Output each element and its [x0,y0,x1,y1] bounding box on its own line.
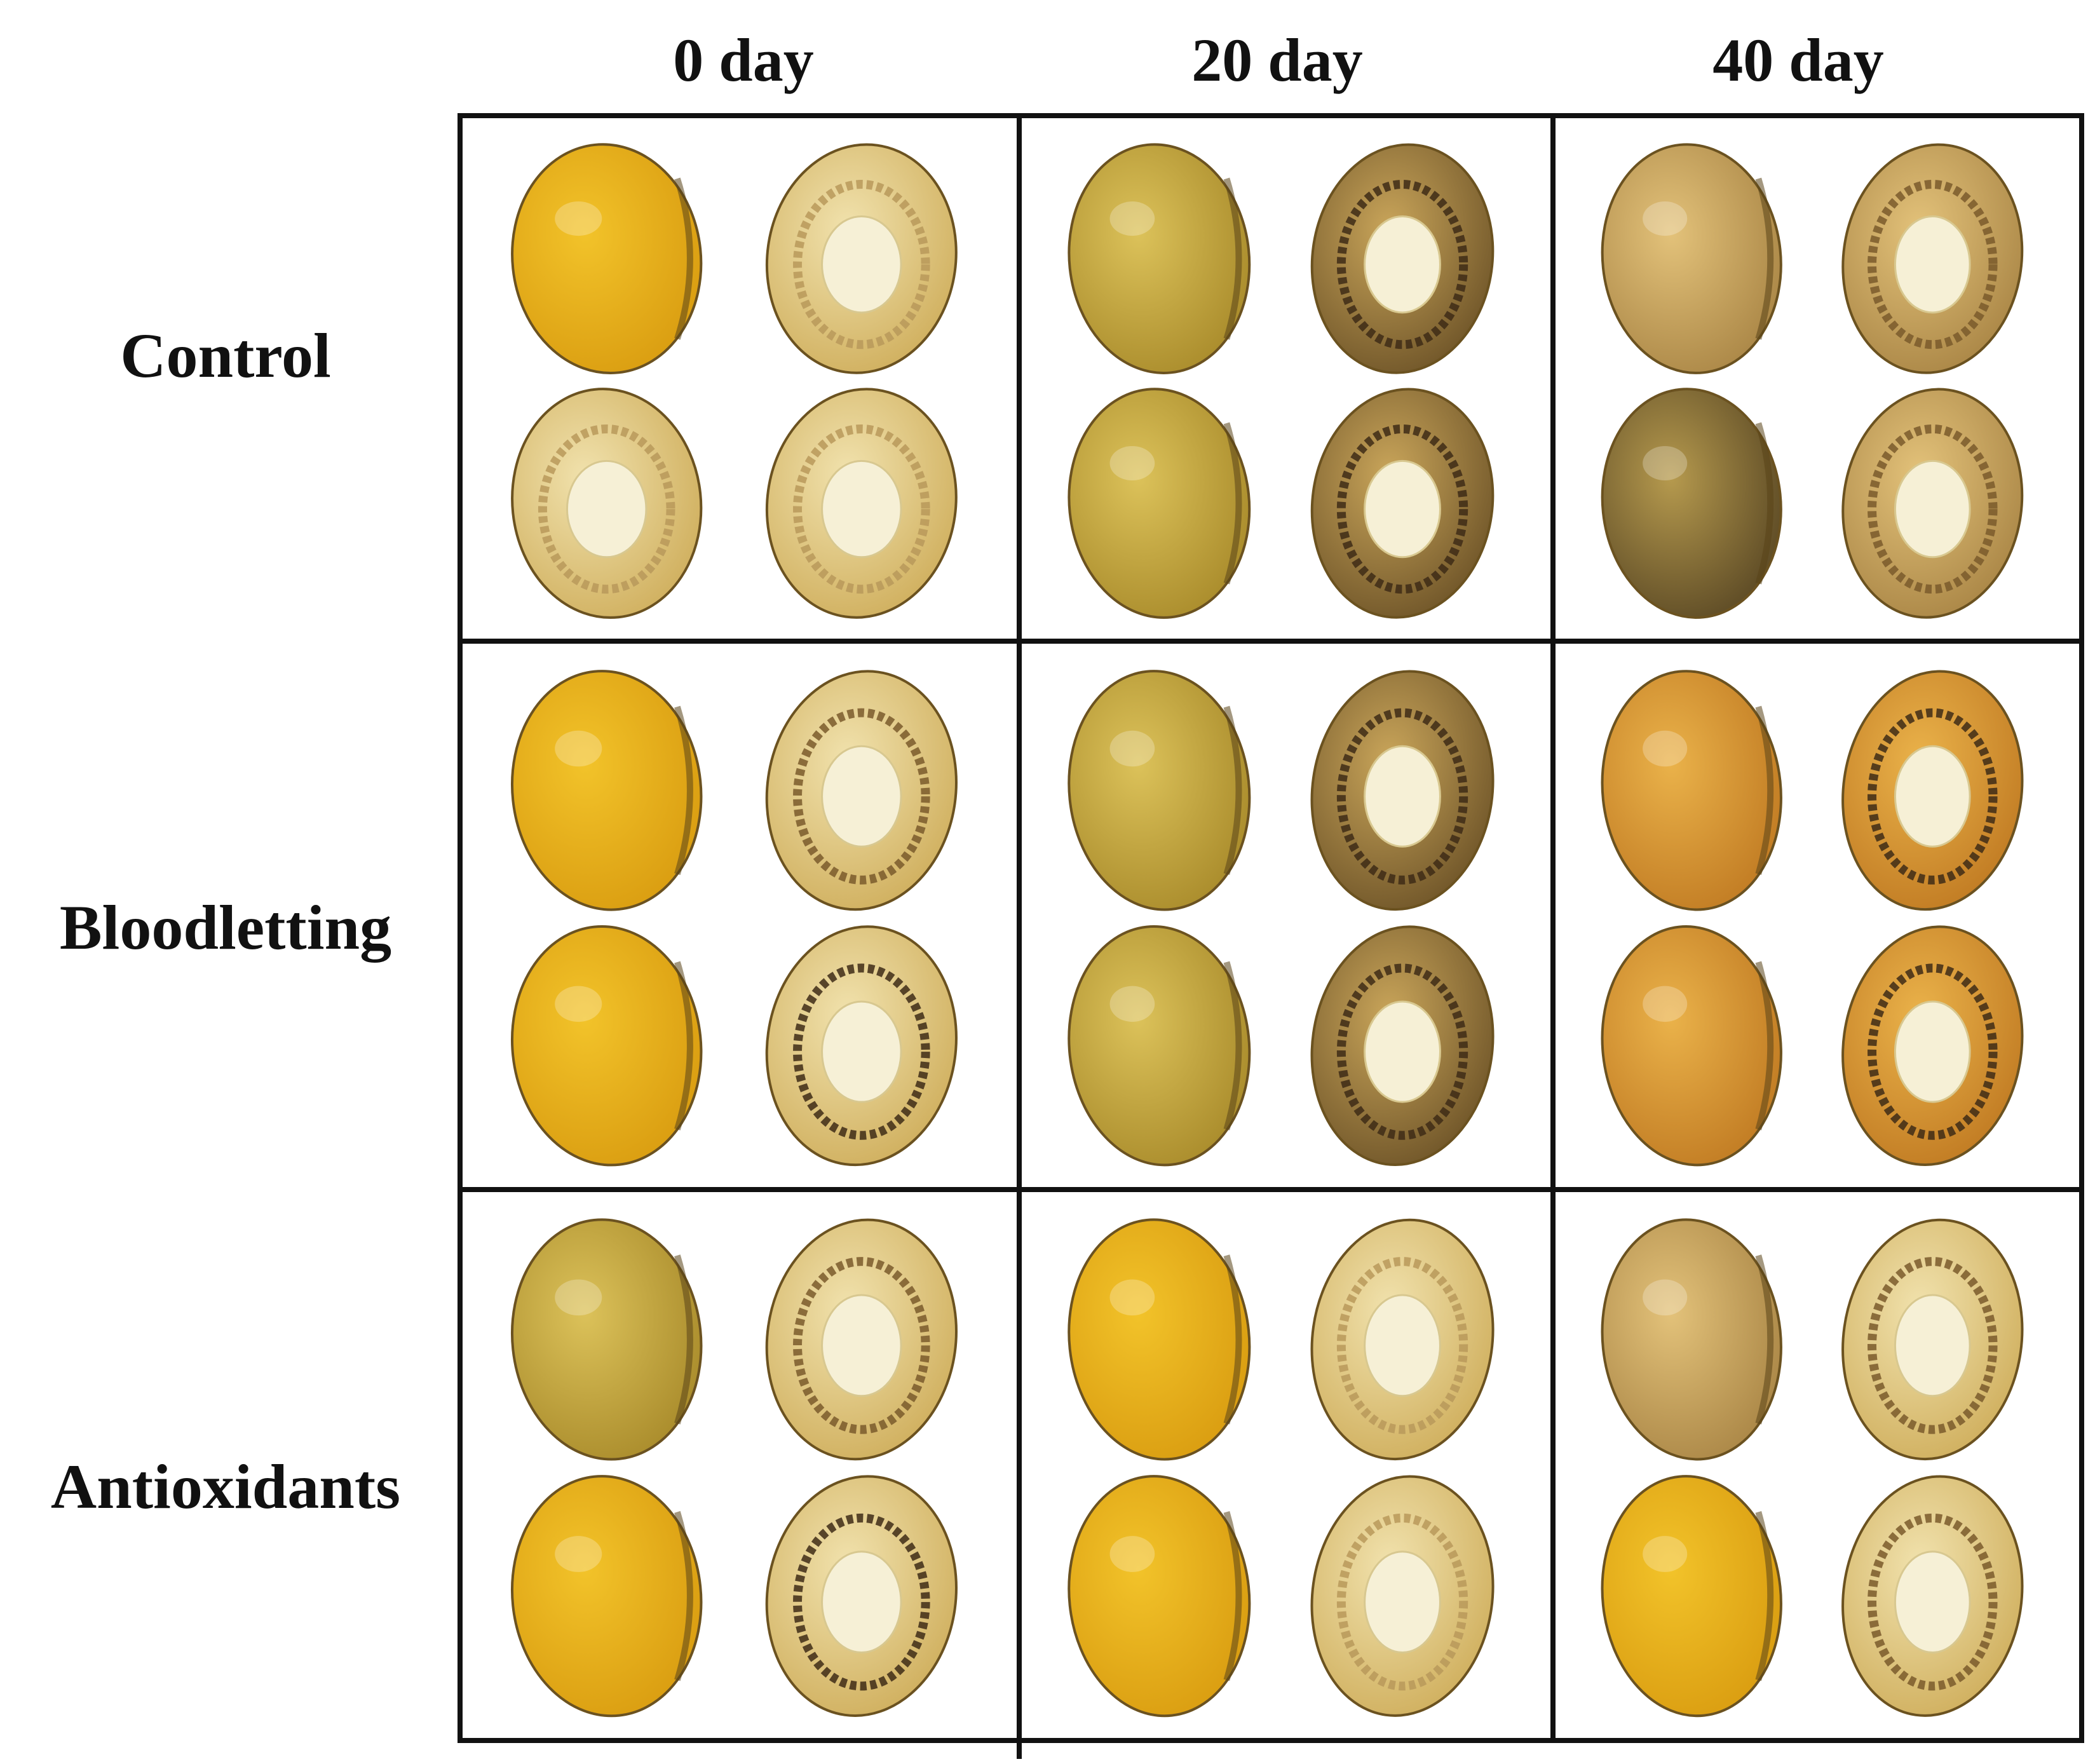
whole-seed [1068,670,1251,911]
whole-seed [1601,925,1782,1167]
photo-cell-bloodletting-20-day [1022,644,1550,1187]
cut-seed [765,388,958,619]
whole-seed [1601,1218,1782,1461]
whole-seed [1068,143,1251,374]
whole-seed [511,143,703,374]
whole-seed [510,1475,703,1718]
cut-seed [1841,670,2024,911]
cut-seed [1841,1218,2024,1461]
cut-seed [765,925,958,1167]
whole-seed [1601,1475,1782,1718]
cut-seed [765,670,958,911]
grid-line-top [458,113,2084,118]
photo-cell-antioxidants-20-day [1022,1192,1550,1738]
whole-seed [1068,1475,1251,1718]
whole-seed [1601,388,1782,619]
whole-seed [1601,143,1782,374]
cut-seed [1841,388,2024,619]
row-header-bloodletting: Bloodletting [59,892,392,963]
whole-seed [510,925,703,1167]
whole-seed [1068,388,1251,619]
cut-seed [1841,1475,2024,1717]
photo-cell-bloodletting-40-day [1556,644,2079,1187]
whole-seed [510,1218,703,1461]
photo-cell-control-40-day [1556,118,2079,639]
grid-line-bottom [458,1738,2084,1743]
column-header-0-day: 0 day [673,26,814,94]
cut-seed [765,143,958,374]
cut-seed [1310,1218,1495,1461]
cut-seed [765,1218,958,1461]
grid-line-left [458,113,463,1743]
cut-seed [1310,670,1495,911]
cut-seed [765,1475,958,1717]
photo-cell-control-20-day [1022,118,1550,639]
photo-cell-control-0-day [463,118,1017,639]
grid-line-right [2079,113,2084,1743]
grid-line-row2 [458,1187,2084,1192]
grid-line-col2 [1550,113,1556,1743]
whole-seed [1068,1218,1251,1461]
photo-cell-antioxidants-0-day [463,1192,1017,1738]
cut-seed [1310,143,1495,374]
row-header-control: Control [120,320,331,391]
cut-seed [1310,1475,1495,1717]
column-header-20-day: 20 day [1191,26,1363,94]
photo-cell-antioxidants-40-day [1556,1192,2079,1738]
grid-line-col1 [1017,113,1022,1759]
cut-seed [1841,925,2024,1166]
grid-line-row1 [458,639,2084,644]
cut-seed [1310,388,1495,619]
row-header-antioxidants: Antioxidants [50,1451,401,1522]
cut-seed [1310,925,1495,1167]
whole-seed [1068,925,1251,1167]
whole-seed [510,670,703,911]
cut-seed [511,388,703,619]
column-header-40-day: 40 day [1712,26,1884,94]
whole-seed [1601,670,1782,911]
photo-cell-bloodletting-0-day [463,644,1017,1187]
cut-seed [1841,143,2024,374]
